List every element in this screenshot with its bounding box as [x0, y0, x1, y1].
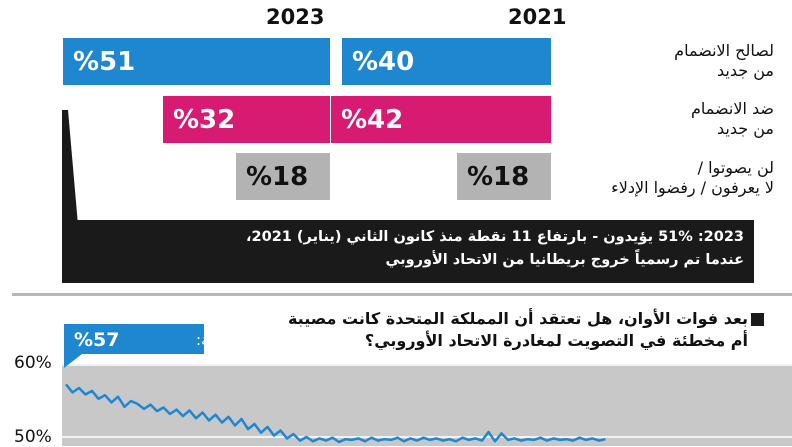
callout-pointer [64, 354, 82, 368]
bar-2021-0: %40 [342, 38, 551, 85]
bar-2023-1: %32 [163, 96, 330, 143]
row-label-undecided-line2: لا يعرفون / رفضوا الإدلاء [611, 178, 774, 197]
bar-2021-1: %42 [331, 96, 551, 143]
series-line-right [65, 383, 606, 444]
question-text: بعد فوات الأوان، هل تعتقد أن المملكة الم… [228, 308, 748, 352]
row-label-undecided-line1: لن يصوتوا / [697, 158, 774, 177]
plot-background [62, 364, 792, 446]
callout-label: مصيبة: [196, 331, 239, 349]
callout-box [64, 324, 204, 354]
callout-value: %57 [74, 329, 119, 351]
row-label-in-favor-line1: لصالح الانضمام [674, 41, 774, 60]
note-line-2: عندما تم رسمياً خروج بريطانيا من الاتحاد… [385, 252, 744, 268]
year-header-2023: 2023 [266, 5, 325, 29]
bar-value-label: %42 [341, 104, 404, 135]
row-label-in-favor-line2: من جديد [717, 61, 774, 80]
question-line-2: أم مخطئة في التصويت لمغادرة الاتحاد الأو… [364, 331, 748, 350]
bar-2023-0: %51 [63, 38, 330, 85]
question-line-1: بعد فوات الأوان، هل تعتقد أن المملكة الم… [287, 309, 748, 328]
note-line-1: 2023: 51% يؤيدون - بارتفاع 11 نقطة منذ ك… [246, 229, 744, 245]
bar-value-label: %40 [352, 46, 415, 77]
callout-wedge [62, 110, 78, 225]
row-label-against-line1: ضد الانضمام [691, 99, 774, 118]
note-box: 2023: 51% يؤيدون - بارتفاع 11 نقطة منذ ك… [62, 220, 754, 283]
question-marker [751, 313, 764, 326]
row-label-in-favor: لصالح الانضمام من جديد [574, 41, 774, 81]
y-tick-50: 50% [14, 427, 52, 447]
bar-value-label: %51 [73, 46, 136, 77]
row-label-undecided: لن يصوتوا / لا يعرفون / رفضوا الإدلاء [574, 158, 774, 198]
row-label-against-line2: من جديد [717, 119, 774, 138]
callout-right: %57 مصيبة: [64, 324, 239, 368]
bar-value-label: %18 [467, 161, 530, 192]
y-tick-60: 60% [14, 353, 52, 373]
bar-value-label: %18 [246, 161, 309, 192]
bar-2023-2: %18 [236, 153, 330, 200]
year-header-2021: 2021 [508, 5, 567, 29]
row-label-against: ضد الانضمام من جديد [574, 99, 774, 139]
line-chart: %57 مصيبة: [62, 324, 792, 446]
bar-value-label: %32 [173, 104, 236, 135]
section-divider [12, 293, 792, 296]
bar-2021-2: %18 [457, 153, 551, 200]
